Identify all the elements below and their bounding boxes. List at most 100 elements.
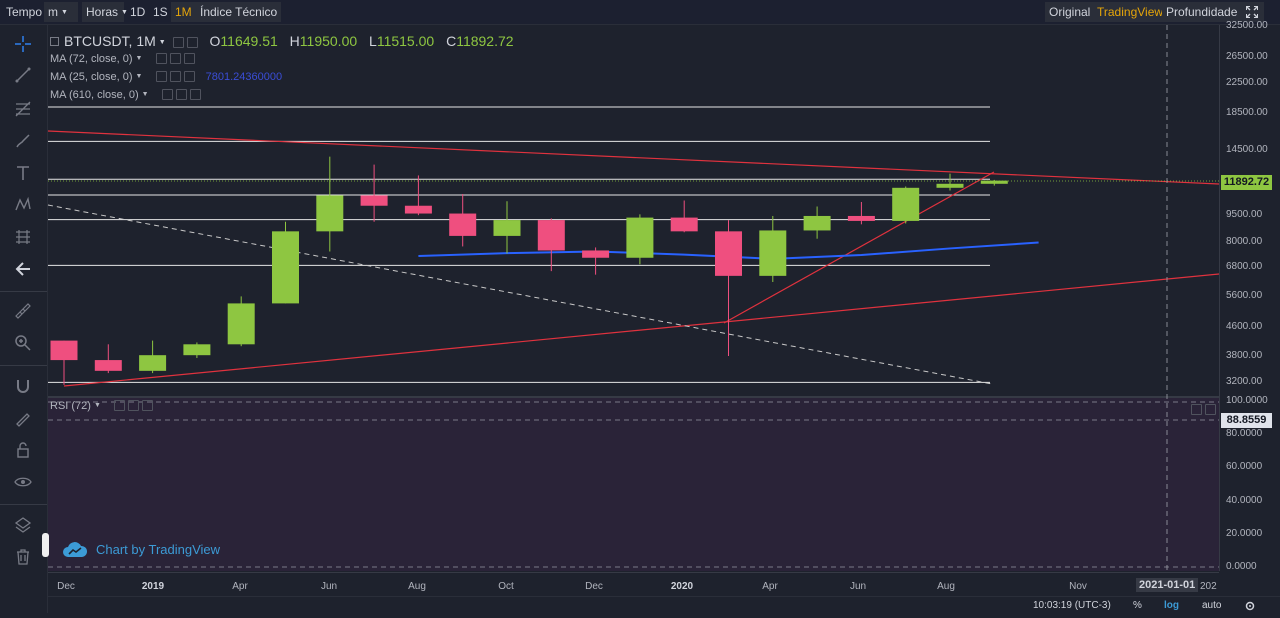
ruler-tool[interactable]	[11, 299, 35, 323]
log-scale-toggle[interactable]: log	[1164, 600, 1179, 611]
pane-up-icon[interactable]	[1191, 404, 1202, 415]
price-tick-label: 4600.00	[1226, 320, 1263, 332]
ma72-label: MA (72, close, 0)	[50, 53, 133, 65]
pattern-tool[interactable]	[11, 193, 35, 217]
auto-scale-toggle[interactable]: auto	[1202, 600, 1222, 611]
settings-icon[interactable]	[155, 53, 167, 64]
bottom-bar: 10:03:19 (UTC-3) % log auto	[48, 596, 1280, 614]
close-icon[interactable]	[189, 89, 201, 100]
candle-body	[272, 231, 299, 304]
percent-scale-toggle[interactable]: %	[1133, 600, 1142, 611]
candle	[759, 215, 787, 282]
high-label: H	[289, 33, 300, 49]
crosshair-icon	[15, 36, 31, 52]
gear-icon[interactable]	[127, 400, 139, 411]
trend-line-tool[interactable]	[11, 63, 35, 87]
candle	[936, 173, 964, 191]
view-original-tab[interactable]: Original	[1045, 2, 1095, 22]
close-label: C	[446, 33, 457, 49]
time-axis[interactable]: Dec 2019 Apr Jun Aug Oct Dec 2020 Apr Jun Aug Nov 2…	[48, 572, 1219, 597]
collapse-legend-button[interactable]	[50, 37, 59, 46]
gear-icon[interactable]	[169, 71, 181, 82]
settings-icon[interactable]	[161, 89, 173, 100]
visibility-tool[interactable]	[11, 470, 35, 494]
candle	[980, 179, 1008, 186]
lock-tool[interactable]	[11, 438, 35, 462]
view-tradingview-tab[interactable]: TradingView	[1093, 2, 1168, 22]
text-tool[interactable]	[11, 161, 35, 185]
rally-trend-line	[723, 171, 995, 324]
chevron-down-icon: ▼	[61, 9, 68, 16]
candle	[139, 340, 167, 374]
price-axis[interactable]: 32500.00 26500.00 22500.00 18500.00 14500.00…	[1219, 20, 1280, 572]
fullscreen-button[interactable]	[1240, 2, 1264, 22]
hours-dropdown[interactable]: Horas ▼	[82, 2, 128, 22]
dashed-projection-line	[47, 204, 993, 385]
symbol-name[interactable]: BTCUSDT, 1M	[64, 33, 156, 49]
fibonacci-icon	[15, 101, 31, 117]
fib-tool[interactable]	[11, 97, 35, 121]
hide-icon[interactable]	[186, 37, 198, 48]
rsi-label: RSI (72)	[50, 400, 91, 412]
candle-body	[316, 195, 344, 232]
trend-line-icon	[15, 67, 31, 83]
settings-icon[interactable]	[155, 71, 167, 82]
prediction-tool[interactable]	[11, 225, 35, 249]
pencil-lock-icon	[16, 413, 30, 427]
rsi-tick-label: 0.0000	[1226, 561, 1257, 572]
chevron-down-icon: ▼	[158, 39, 166, 46]
watermark-handle[interactable]	[42, 533, 49, 557]
technical-index-button[interactable]: Índice Técnico	[196, 2, 282, 22]
settings-icon[interactable]	[172, 37, 184, 48]
drawing-mode-tool[interactable]	[11, 406, 35, 430]
fullscreen-icon	[1246, 6, 1258, 18]
zoom-tool[interactable]	[11, 331, 35, 355]
price-tick-label: 9500.00	[1226, 209, 1263, 221]
cloud-logo-icon	[63, 542, 88, 557]
time-tick-label: 2020	[670, 581, 694, 592]
tradingview-watermark[interactable]: Chart by TradingView	[62, 540, 220, 560]
pane-separator[interactable]	[48, 396, 1279, 398]
ma25-legend[interactable]: MA (25, close, 0) ▼ 7801.24360000	[50, 69, 282, 85]
partial-year-label: 202	[1200, 581, 1217, 592]
candle-body	[50, 340, 78, 361]
last-price-label: 11892.72	[1221, 175, 1272, 190]
interval-1d-button[interactable]: 1D	[130, 5, 146, 19]
chevron-down-icon: ▼	[93, 402, 101, 409]
layers-tool[interactable]	[11, 513, 35, 537]
time-tick-label: 2019	[141, 581, 165, 592]
settings-icon[interactable]	[113, 400, 125, 411]
close-icon[interactable]	[141, 400, 153, 411]
rsi-legend[interactable]: RSI (72) ▼	[50, 398, 153, 414]
time-tick-label: Jun	[320, 581, 338, 592]
interval-1s-button[interactable]: 1S	[153, 5, 168, 19]
rsi-pane[interactable]	[48, 398, 1219, 571]
magnet-tool[interactable]	[11, 374, 35, 398]
candle-body	[537, 220, 565, 251]
delete-tool[interactable]	[11, 545, 35, 569]
candle	[847, 201, 875, 225]
close-icon[interactable]	[183, 71, 195, 82]
candle-body	[493, 220, 521, 236]
gear-icon[interactable]	[169, 53, 181, 64]
close-icon[interactable]	[183, 53, 195, 64]
hours-dropdown-label: Horas	[86, 5, 119, 19]
settings-button[interactable]	[1244, 597, 1256, 614]
back-tool[interactable]	[11, 257, 35, 281]
candle-body	[582, 250, 610, 258]
pane-maximize-icon[interactable]	[1205, 404, 1216, 415]
minutes-dropdown[interactable]: m ▼	[44, 2, 78, 22]
brush-tool[interactable]	[11, 129, 35, 153]
close-value: 11892.72	[456, 33, 514, 49]
ma610-legend[interactable]: MA (610, close, 0) ▼	[50, 87, 201, 103]
interval-1m-button[interactable]: 1M	[171, 2, 196, 22]
gear-icon[interactable]	[175, 89, 187, 100]
candlestick-chart[interactable]	[0, 0, 1219, 597]
crosshair-tool[interactable]	[11, 32, 35, 56]
rsi-pane-controls	[1188, 402, 1216, 416]
candle	[715, 220, 742, 356]
lock-icon	[17, 442, 29, 458]
ma72-legend[interactable]: MA (72, close, 0) ▼	[50, 51, 195, 67]
view-depth-tab[interactable]: Profundidade	[1162, 2, 1242, 22]
gear-icon	[1245, 601, 1255, 611]
